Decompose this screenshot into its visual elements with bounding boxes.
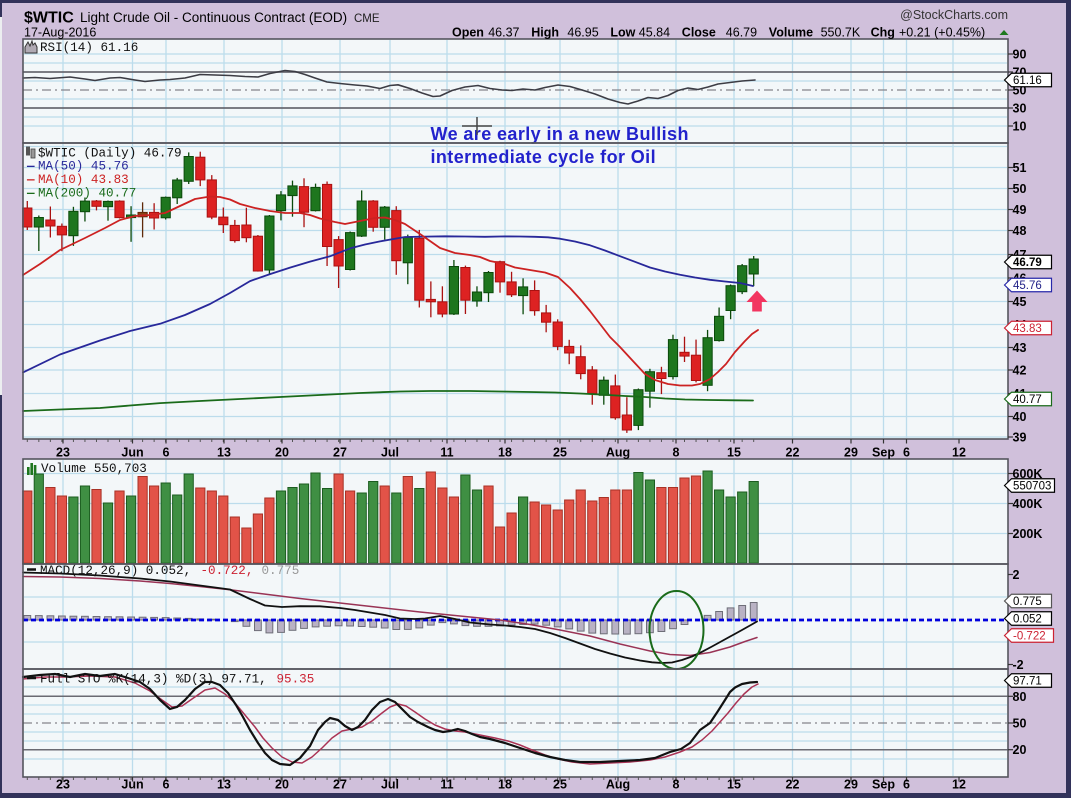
svg-text:12: 12 [952,778,966,792]
svg-text:+0.21 (+0.45%): +0.21 (+0.45%) [899,26,985,40]
svg-text:13: 13 [217,446,231,460]
svg-text:550703: 550703 [1013,481,1051,493]
svg-text:50: 50 [1013,717,1027,731]
svg-text:MA(10) 43.83: MA(10) 43.83 [38,173,129,187]
svg-text:MACD(12,26,9) 0.052,: MACD(12,26,9) 0.052, [40,564,191,578]
svg-text:Aug: Aug [606,778,630,792]
svg-text:—: — [26,159,35,173]
svg-text:42: 42 [1013,364,1027,378]
svg-text:Volume 550,703: Volume 550,703 [41,462,147,476]
svg-text:20: 20 [275,446,289,460]
svg-text:Volume: Volume [769,26,813,40]
svg-text:intermediate cycle for Oil: intermediate cycle for Oil [431,147,656,167]
svg-text:25: 25 [553,446,567,460]
svg-text:18: 18 [498,446,512,460]
svg-text:29: 29 [844,446,858,460]
svg-text:-2: -2 [1013,658,1024,672]
svg-text:46.79: 46.79 [726,26,757,40]
svg-text:6: 6 [903,446,910,460]
svg-text:Chg: Chg [871,26,895,40]
svg-text:Sep: Sep [872,446,895,460]
svg-text:High: High [531,26,559,40]
svg-text:550.7K: 550.7K [821,26,861,40]
svg-text:200K: 200K [1013,527,1043,541]
svg-text:Light Crude Oil - Continuous C: Light Crude Oil - Continuous Contract (E… [80,10,347,25]
svg-text:12: 12 [952,446,966,460]
svg-text:51: 51 [1013,161,1027,175]
svg-text:61.16: 61.16 [1013,75,1042,87]
svg-text:46.37: 46.37 [488,26,519,40]
svg-text:Close: Close [682,26,716,40]
svg-text:-0.722,: -0.722, [201,564,254,578]
svg-text:45: 45 [1013,295,1027,309]
svg-text:39: 39 [1013,431,1027,445]
svg-text:11: 11 [440,446,453,460]
svg-text:30: 30 [1013,102,1027,116]
svg-text:Open: Open [452,26,484,40]
svg-text:-0.722: -0.722 [1013,631,1046,643]
svg-text:600K: 600K [1013,467,1043,481]
svg-text:Jun: Jun [121,446,143,460]
svg-text:Aug: Aug [606,446,630,460]
svg-text:$WTIC: $WTIC [24,10,74,27]
svg-text:—: — [26,186,35,200]
svg-text:43: 43 [1013,341,1027,355]
svg-text:8: 8 [673,446,680,460]
svg-text:6: 6 [903,778,910,792]
svg-text:27: 27 [333,446,347,460]
svg-text:8: 8 [673,778,680,792]
svg-text:2: 2 [1013,568,1020,582]
svg-text:10: 10 [1013,120,1027,134]
svg-text:40.77: 40.77 [1013,394,1042,406]
svg-text:46.95: 46.95 [567,26,598,40]
svg-text:46.79: 46.79 [1013,257,1042,269]
svg-text:20: 20 [275,778,289,792]
svg-text:23: 23 [56,446,70,460]
svg-text:11: 11 [440,778,453,792]
svg-text:50: 50 [1013,182,1027,196]
svg-text:95.35: 95.35 [277,673,315,687]
svg-text:—: — [26,173,35,187]
svg-text:MA(50) 45.76: MA(50) 45.76 [38,159,129,173]
svg-text:0.775: 0.775 [1013,596,1042,608]
svg-text:13: 13 [217,778,231,792]
svg-text:29: 29 [844,778,858,792]
svg-text:20: 20 [1013,743,1027,757]
svg-text:Low: Low [610,26,635,40]
svg-text:15: 15 [727,778,741,792]
svg-text:Full STO %K(14,3) %D(3) 97.71,: Full STO %K(14,3) %D(3) 97.71, [40,673,267,687]
svg-text:$WTIC (Daily) 46.79: $WTIC (Daily) 46.79 [38,147,182,161]
svg-text:0.775: 0.775 [262,564,300,578]
svg-text:23: 23 [56,778,70,792]
svg-text:45.84: 45.84 [639,26,670,40]
svg-text:Jun: Jun [121,778,143,792]
svg-text:25: 25 [553,778,567,792]
svg-text:400K: 400K [1013,497,1043,511]
svg-text:CME: CME [354,13,380,25]
svg-text:48: 48 [1013,224,1027,238]
svg-text:49: 49 [1013,203,1027,217]
svg-text:27: 27 [333,778,347,792]
svg-text:90: 90 [1013,48,1027,62]
svg-text:80: 80 [1013,690,1027,704]
svg-text:97.71: 97.71 [1013,676,1042,688]
svg-text:15: 15 [727,446,741,460]
svg-text:22: 22 [786,778,800,792]
svg-text:18: 18 [498,778,512,792]
svg-text:Sep: Sep [872,778,895,792]
svg-text:We are early in a new Bullish: We are early in a new Bullish [431,124,689,144]
svg-text:6: 6 [163,446,170,460]
svg-text:@StockCharts.com: @StockCharts.com [900,8,1008,22]
svg-text:22: 22 [786,446,800,460]
svg-text:Jul: Jul [381,446,399,460]
svg-text:17-Aug-2016: 17-Aug-2016 [24,26,96,40]
svg-text:0.052: 0.052 [1013,614,1042,626]
svg-text:43.83: 43.83 [1013,323,1042,335]
svg-text:MA(200) 40.77: MA(200) 40.77 [38,186,136,200]
svg-text:RSI(14) 61.16: RSI(14) 61.16 [40,41,138,55]
svg-text:40: 40 [1013,410,1027,424]
svg-text:Jul: Jul [381,778,399,792]
svg-text:45.76: 45.76 [1013,280,1042,292]
svg-text:6: 6 [163,778,170,792]
